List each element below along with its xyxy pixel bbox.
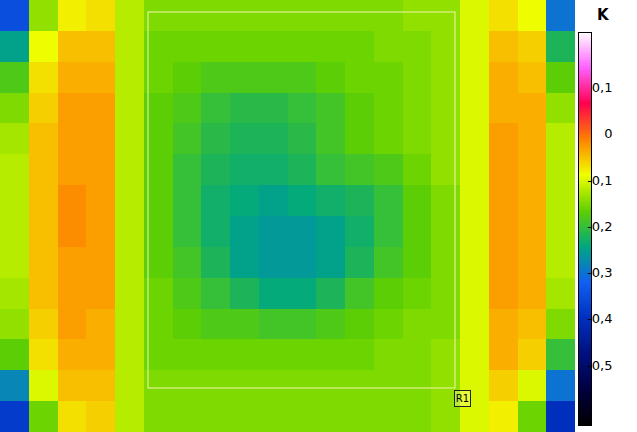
svg-text:0: 0 <box>604 126 612 141</box>
svg-text:-0,5: -0,5 <box>587 358 612 373</box>
svg-text:0,1: 0,1 <box>592 80 613 95</box>
html-text:K: K <box>597 6 609 24</box>
svg-text:-0,1: -0,1 <box>587 173 612 188</box>
svg-text:-0,4: -0,4 <box>587 311 612 326</box>
html-text:R1: R1 <box>455 393 470 404</box>
svg-text:-0,3: -0,3 <box>587 265 612 280</box>
svg-text:-0,2: -0,2 <box>587 219 612 234</box>
